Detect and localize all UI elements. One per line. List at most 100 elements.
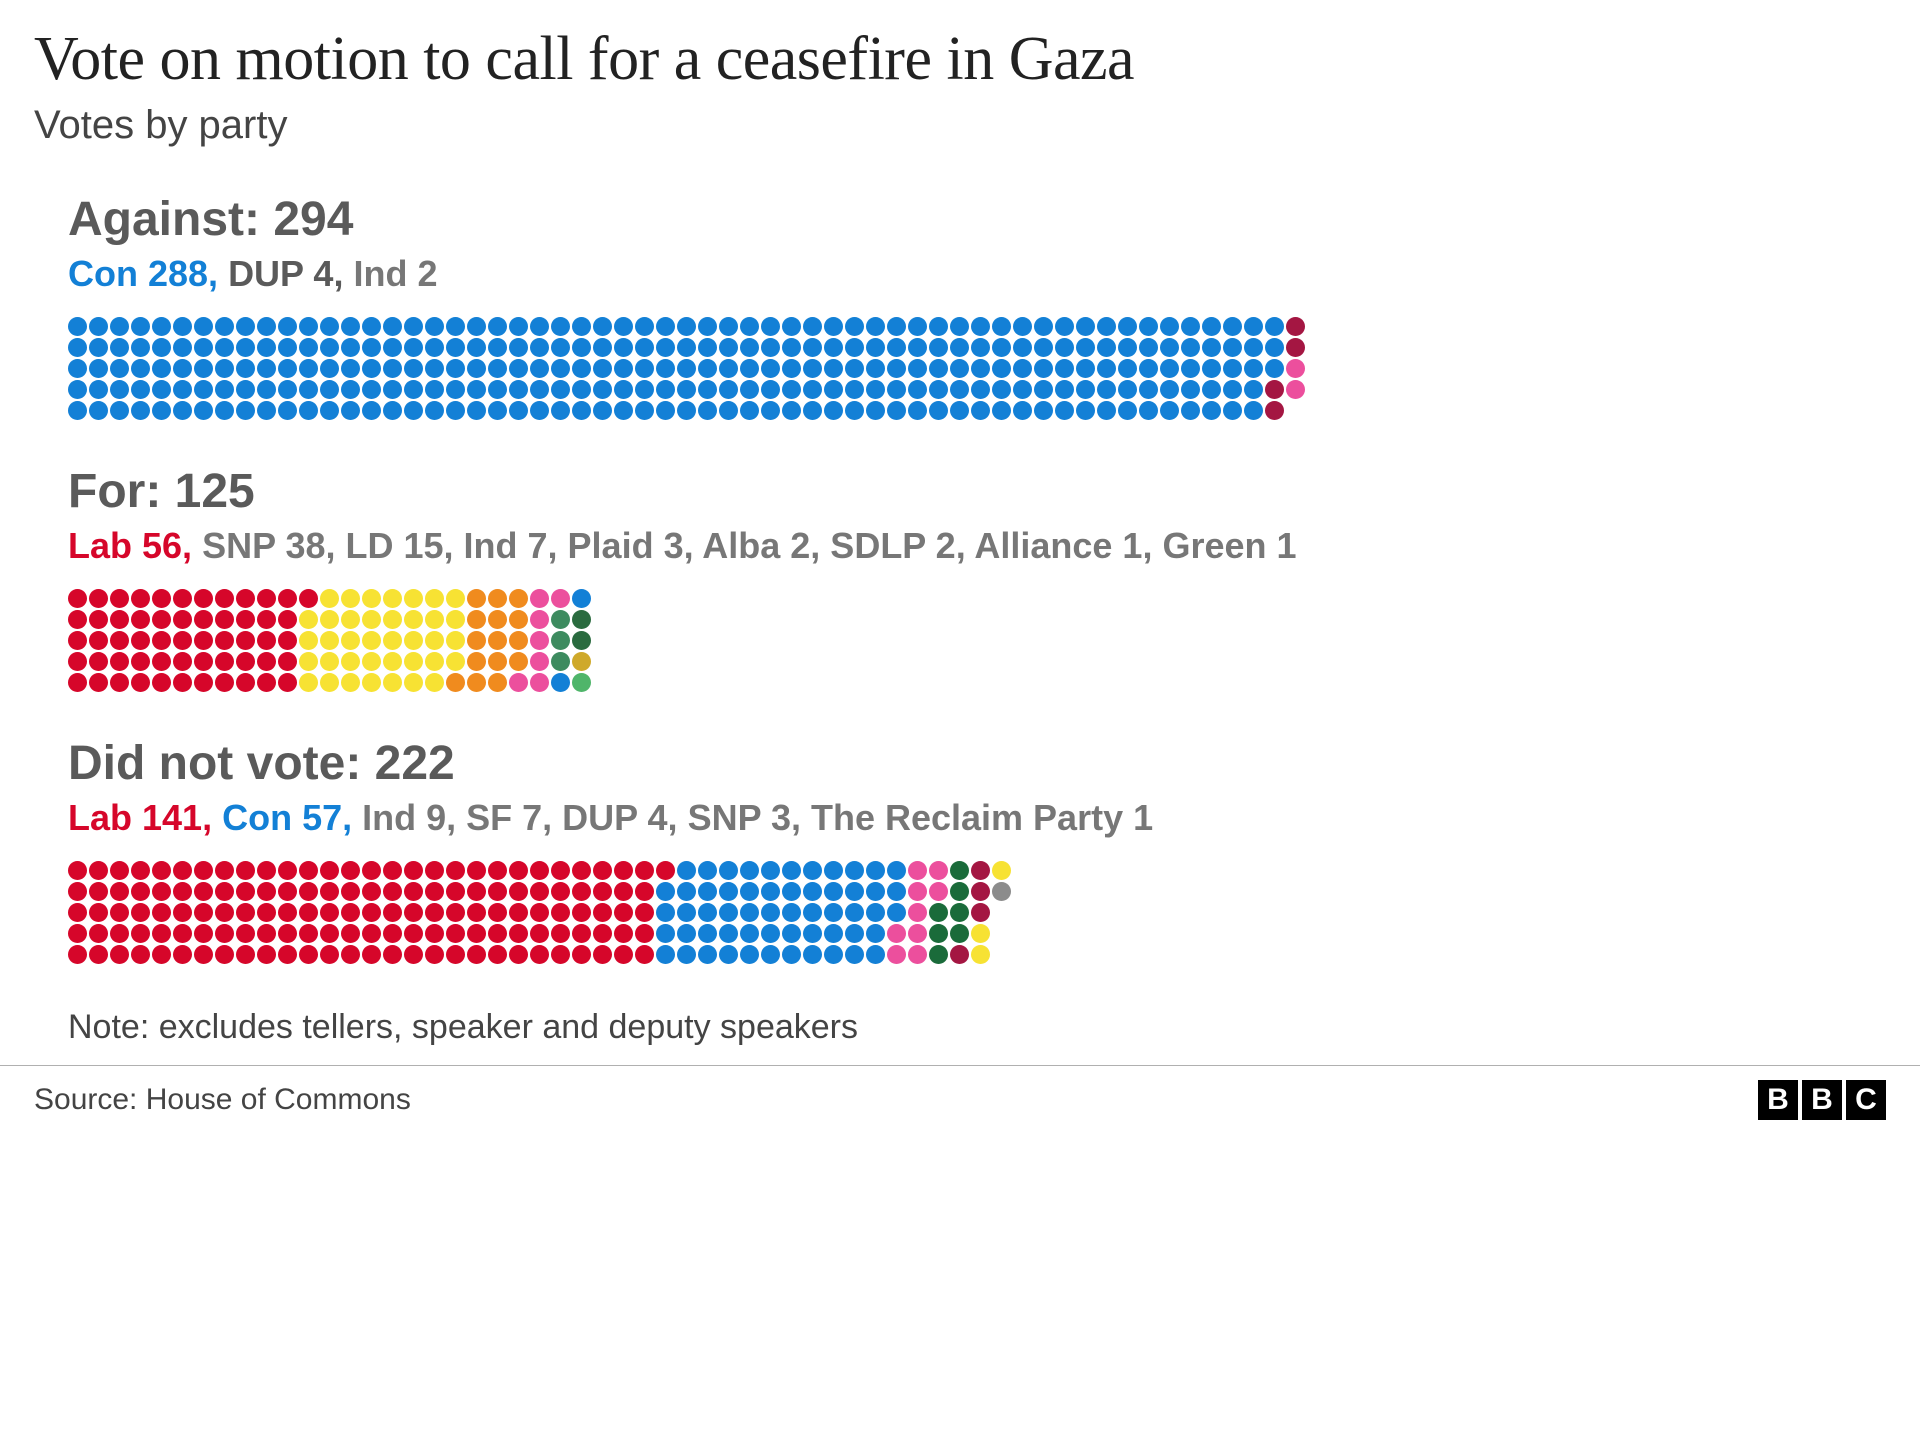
vote-dot (467, 861, 486, 880)
vote-dot (992, 882, 1011, 901)
vote-dot (614, 401, 633, 420)
vote-dot (194, 589, 213, 608)
vote-dot (320, 924, 339, 943)
vote-dot (278, 631, 297, 650)
vote-dot (1202, 380, 1221, 399)
vote-dot (593, 380, 612, 399)
vote-dot (719, 338, 738, 357)
vote-dot (782, 882, 801, 901)
vote-dot (1244, 338, 1263, 357)
vote-dot (425, 631, 444, 650)
vote-dot (425, 861, 444, 880)
vote-dot (593, 317, 612, 336)
vote-dot (1034, 317, 1053, 336)
vote-dot (593, 903, 612, 922)
vote-dot (635, 338, 654, 357)
vote-dot (68, 589, 87, 608)
dot-row (68, 673, 1886, 692)
vote-dot (320, 610, 339, 629)
vote-dot (320, 945, 339, 964)
vote-dot (467, 924, 486, 943)
vote-dot (950, 359, 969, 378)
vote-dot (425, 359, 444, 378)
vote-dot (845, 338, 864, 357)
vote-dot (698, 359, 717, 378)
vote-dot (68, 903, 87, 922)
vote-dot (614, 359, 633, 378)
vote-dot (89, 652, 108, 671)
vote-dot (278, 861, 297, 880)
vote-dot (593, 338, 612, 357)
vote-dot (446, 945, 465, 964)
vote-dot (824, 924, 843, 943)
vote-dot (698, 380, 717, 399)
vote-dot (845, 317, 864, 336)
dot-row (68, 924, 1886, 943)
vote-dot (131, 882, 150, 901)
vote-dot (425, 338, 444, 357)
vote-dot (362, 924, 381, 943)
chart-subtitle: Votes by party (34, 103, 1886, 148)
vote-dot (320, 652, 339, 671)
vote-dot (908, 903, 927, 922)
vote-dot (446, 673, 465, 692)
vote-dot (908, 359, 927, 378)
vote-dot (656, 338, 675, 357)
vote-dot (824, 903, 843, 922)
vote-dot (110, 882, 129, 901)
vote-dot (257, 652, 276, 671)
vote-dot (530, 380, 549, 399)
vote-dot (152, 589, 171, 608)
vote-dot (635, 401, 654, 420)
vote-dot (1097, 338, 1116, 357)
vote-dot (173, 589, 192, 608)
dot-row (68, 338, 1886, 357)
vote-dot (551, 652, 570, 671)
vote-dot (1139, 401, 1158, 420)
vote-dot (551, 401, 570, 420)
vote-dot (404, 903, 423, 922)
vote-dot (971, 924, 990, 943)
vote-dot (572, 401, 591, 420)
vote-dot (110, 401, 129, 420)
vote-dot (425, 401, 444, 420)
vote-dot (278, 338, 297, 357)
vote-dot (1181, 401, 1200, 420)
breakdown-part: Ind 2 (353, 253, 437, 294)
chart-footer: Source: House of Commons BBC (0, 1065, 1920, 1120)
vote-dot (551, 673, 570, 692)
vote-dot (194, 359, 213, 378)
vote-dot (698, 317, 717, 336)
vote-dot (341, 631, 360, 650)
vote-dot (362, 610, 381, 629)
breakdown-part: Con 288, (68, 253, 218, 294)
vote-dot (299, 945, 318, 964)
vote-dot (446, 317, 465, 336)
vote-dot (194, 317, 213, 336)
vote-dot (551, 338, 570, 357)
vote-dot (68, 673, 87, 692)
vote-dot (341, 882, 360, 901)
vote-dot (68, 359, 87, 378)
vote-dot (509, 945, 528, 964)
vote-dot (89, 401, 108, 420)
vote-dot (488, 401, 507, 420)
vote-dot (362, 882, 381, 901)
vote-dot (698, 903, 717, 922)
vote-dot (908, 380, 927, 399)
dot-row (68, 652, 1886, 671)
vote-dot (761, 380, 780, 399)
vote-dot (320, 903, 339, 922)
dot-row (68, 631, 1886, 650)
vote-dot (950, 317, 969, 336)
vote-dot (1181, 338, 1200, 357)
vote-dot (488, 359, 507, 378)
vote-dot (929, 380, 948, 399)
vote-dot (803, 903, 822, 922)
vote-dot (362, 359, 381, 378)
vote-dot (425, 589, 444, 608)
vote-dot (194, 631, 213, 650)
vote-dot (719, 945, 738, 964)
vote-dot (635, 359, 654, 378)
vote-dot (89, 903, 108, 922)
